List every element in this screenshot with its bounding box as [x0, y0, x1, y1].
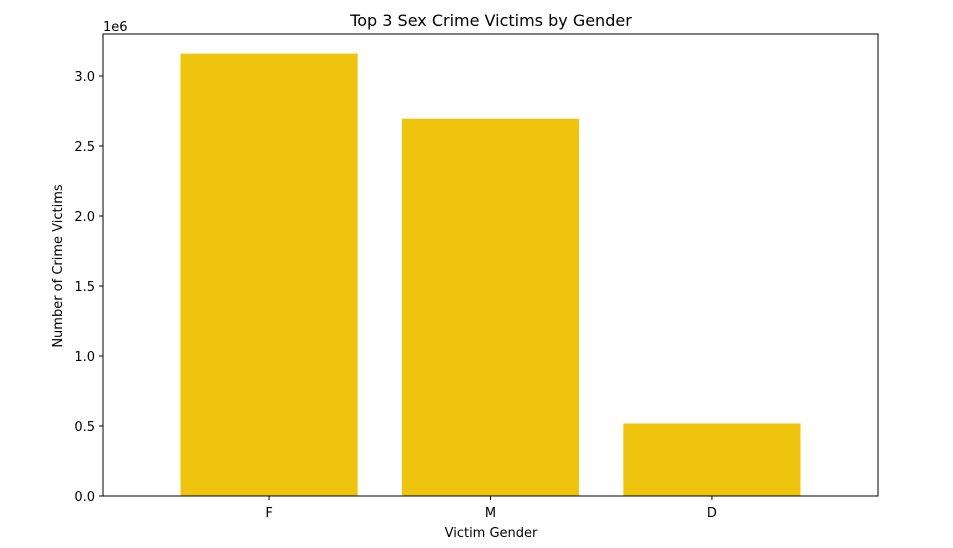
- x-axis-label: Victim Gender: [445, 526, 538, 541]
- y-axis-offset-label: 1e6: [103, 20, 128, 35]
- chart-title: Top 3 Sex Crime Victims by Gender: [349, 11, 632, 30]
- y-tick-label: 2.5: [74, 140, 95, 155]
- y-tick-label: 0.5: [74, 420, 95, 435]
- y-axis-label: Number of Crime Victims: [51, 184, 66, 348]
- y-tick-label: 0.0: [74, 490, 95, 505]
- bars-group: [180, 53, 801, 496]
- y-tick-label: 2.0: [74, 210, 95, 225]
- bar-D: [623, 423, 801, 496]
- bar-M: [401, 118, 580, 496]
- x-tick-label: F: [265, 506, 272, 521]
- y-tick-label: 3.0: [74, 70, 95, 85]
- x-tick-label: M: [485, 506, 496, 521]
- plot-area-frame: [102, 33, 879, 497]
- y-tick-label: 1.5: [74, 280, 95, 295]
- x-tick-label: D: [707, 506, 717, 521]
- y-tick-label: 1.0: [74, 350, 95, 365]
- y-axis-ticks: 0.0 0.5 1.0 1.5 2.0 2.5 3.0: [74, 70, 103, 505]
- bar-F: [180, 53, 358, 496]
